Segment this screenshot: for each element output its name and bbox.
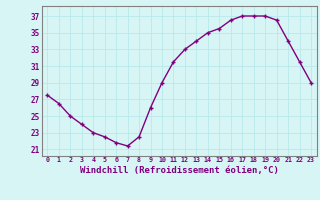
X-axis label: Windchill (Refroidissement éolien,°C): Windchill (Refroidissement éolien,°C)	[80, 166, 279, 175]
